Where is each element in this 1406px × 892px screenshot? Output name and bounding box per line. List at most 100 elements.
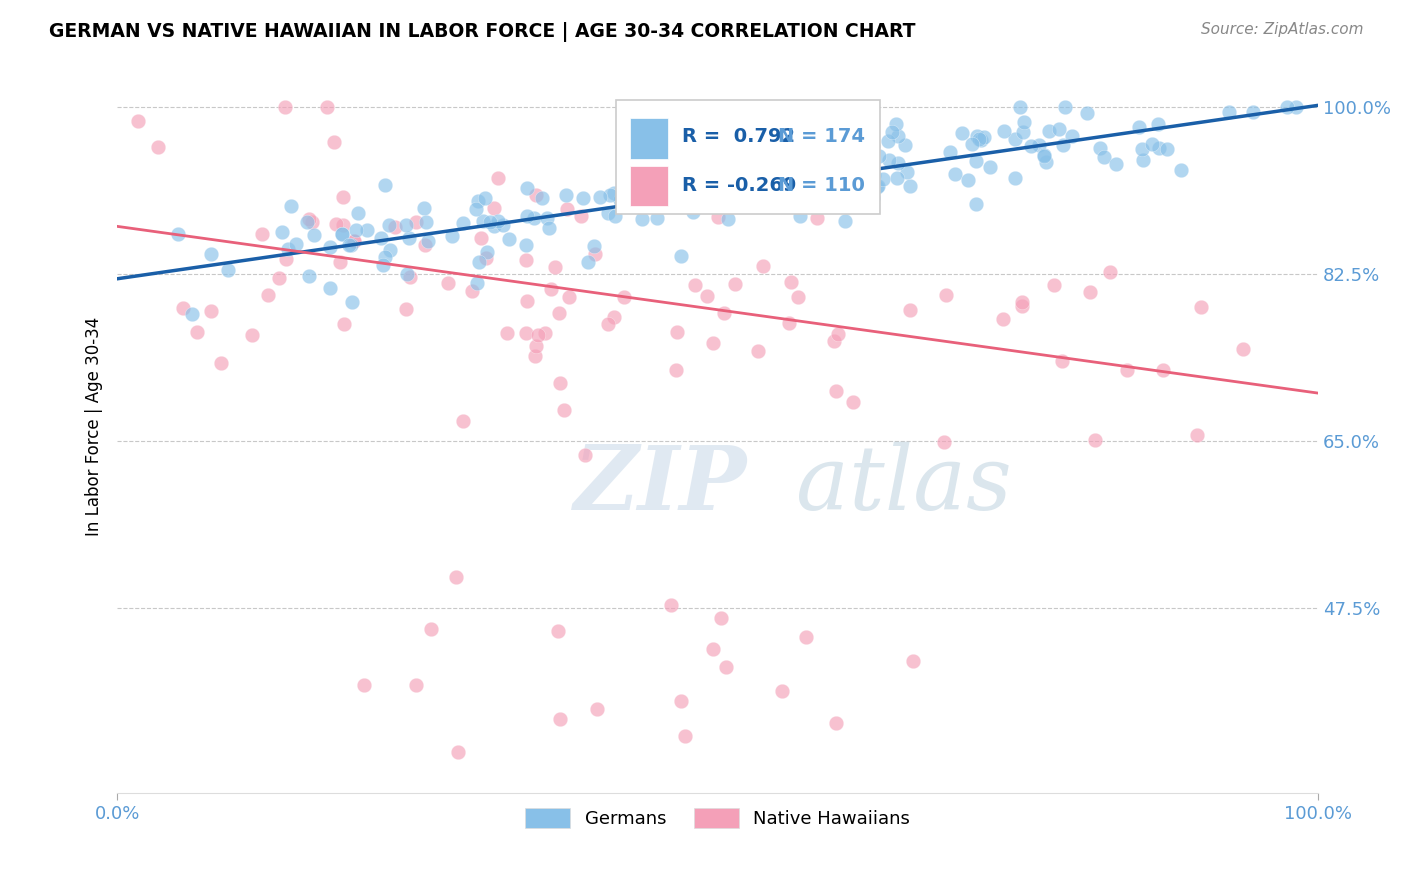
Point [943, 168, 966, 182]
Point [868, 179, 890, 194]
Point [665, 183, 688, 197]
Point [851, 183, 873, 197]
Point [576, 255, 599, 269]
Point [571, 191, 593, 205]
Point [172, 301, 194, 316]
Point [571, 209, 593, 223]
Point [1191, 300, 1213, 314]
Point [1084, 433, 1107, 447]
Point [815, 173, 838, 187]
Point [957, 173, 980, 187]
Point [416, 235, 439, 249]
Point [301, 215, 323, 229]
Point [475, 252, 498, 266]
Point [267, 271, 290, 285]
Point [1049, 122, 1071, 136]
Point [973, 130, 995, 145]
Point [538, 221, 561, 235]
Point [492, 218, 515, 232]
Point [356, 222, 378, 236]
Point [498, 232, 520, 246]
Point [477, 244, 499, 259]
Point [370, 230, 392, 244]
Point [1132, 153, 1154, 168]
Point [1012, 125, 1035, 139]
Point [862, 191, 884, 205]
Point [419, 622, 441, 636]
Point [783, 165, 806, 179]
Point [669, 694, 692, 708]
Point [779, 275, 801, 289]
Point [523, 211, 546, 226]
Point [860, 176, 883, 190]
Point [516, 294, 538, 309]
Point [524, 187, 547, 202]
Point [548, 713, 571, 727]
Point [451, 216, 474, 230]
Text: N = 174: N = 174 [778, 128, 865, 146]
Point [398, 231, 420, 245]
Point [298, 268, 321, 283]
Point [447, 746, 470, 760]
Point [790, 196, 813, 211]
Point [547, 624, 569, 639]
Point [1050, 354, 1073, 368]
Point [474, 190, 496, 204]
Point [752, 260, 775, 274]
Point [413, 238, 436, 252]
Point [815, 145, 838, 159]
Point [872, 172, 894, 186]
Point [298, 212, 321, 227]
Point [673, 730, 696, 744]
Point [413, 201, 436, 215]
Point [472, 214, 495, 228]
Point [1011, 299, 1033, 313]
Point [965, 153, 987, 168]
Point [332, 317, 354, 331]
Point [302, 227, 325, 242]
Point [884, 117, 907, 131]
Point [717, 212, 740, 227]
Point [181, 306, 204, 320]
Point [778, 316, 800, 330]
Point [470, 231, 492, 245]
Point [898, 178, 921, 193]
Point [950, 126, 973, 140]
Point [257, 288, 280, 302]
Text: atlas: atlas [796, 442, 1011, 529]
Point [770, 683, 793, 698]
Point [898, 303, 921, 318]
Point [523, 349, 546, 363]
Point [862, 139, 884, 153]
Point [876, 134, 898, 148]
Text: R = -0.269: R = -0.269 [682, 177, 796, 195]
Point [896, 165, 918, 179]
Point [868, 149, 890, 163]
FancyBboxPatch shape [616, 100, 880, 214]
Text: R =  0.792: R = 0.792 [682, 128, 794, 146]
Point [801, 161, 824, 176]
Point [860, 153, 883, 167]
Point [515, 238, 537, 252]
FancyBboxPatch shape [630, 119, 668, 159]
Point [574, 448, 596, 462]
Point [724, 194, 747, 209]
Point [758, 184, 780, 198]
Point [702, 335, 724, 350]
Text: N = 110: N = 110 [778, 177, 865, 195]
Point [603, 186, 626, 200]
Point [650, 185, 672, 199]
Point [544, 260, 567, 274]
Point [886, 170, 908, 185]
Point [638, 164, 661, 178]
Point [979, 160, 1001, 174]
Point [609, 194, 631, 208]
Point [882, 125, 904, 139]
Point [1185, 428, 1208, 442]
Point [1035, 155, 1057, 169]
Point [515, 252, 537, 267]
Point [756, 135, 779, 149]
Point [527, 327, 550, 342]
Point [1092, 150, 1115, 164]
Point [969, 132, 991, 146]
